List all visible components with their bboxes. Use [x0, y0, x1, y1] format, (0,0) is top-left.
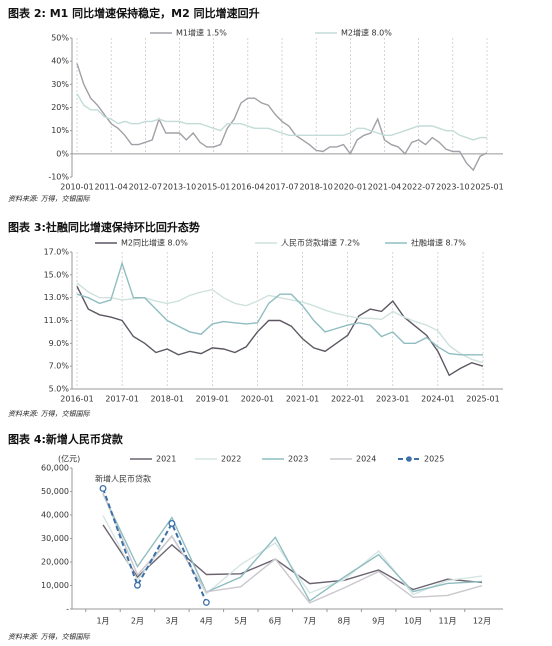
x-tick-label: 2025-01 [466, 395, 499, 404]
series-line [76, 261, 483, 356]
legend-marker [406, 456, 412, 462]
x-tick-label: 2022-01 [331, 395, 364, 404]
x-tick-label: 2010-01 [60, 183, 93, 192]
x-tick-label: 2020-01 [334, 183, 367, 192]
y-tick-label: 9.0% [49, 339, 70, 348]
point [202, 598, 210, 606]
x-tick-label: 2017-01 [105, 395, 138, 404]
y-tick-label: 13.0% [44, 293, 70, 302]
legend-label: 人民币贷款增速 7.2% [281, 238, 360, 248]
series-line [76, 93, 487, 141]
x-tick-label: 2019-01 [196, 395, 229, 404]
x-tick-label: 3月 [165, 617, 178, 626]
chart-title: 图表 3:社融同比增速保持环比回升态势 [8, 220, 200, 234]
y-tick-label: 10,000 [41, 581, 69, 590]
legend-label: 2024 [356, 455, 376, 464]
series-line [102, 488, 208, 603]
y-tick-label: 30% [51, 80, 69, 89]
chart-title: 图表 2: M1 同比增速保持稳定，M2 同比增速回升 [8, 6, 260, 20]
x-tick-label: 8月 [338, 617, 351, 626]
y-axis-label: (亿元) [58, 454, 80, 464]
x-tick-label: 4月 [200, 617, 213, 626]
x-tick-label: 2月 [131, 617, 144, 626]
y-tick-label: 50,000 [41, 487, 69, 496]
legend-label: M2同比增速 8.0% [121, 238, 188, 248]
source: 资料来源: 万得，交银国际 [8, 633, 91, 641]
y-tick-label: -10% [48, 173, 69, 182]
x-tick-label: 2020-01 [241, 395, 274, 404]
annotation: 新增人民币贷款 [95, 474, 151, 484]
y-tick-label: 10% [51, 126, 69, 135]
legend-label: 2021 [156, 455, 176, 464]
y-tick-label: 30,000 [41, 534, 69, 543]
source: 资料来源: 万得，交银国际 [8, 195, 91, 203]
x-tick-label: 10月 [404, 617, 422, 626]
x-tick-label: 1月 [96, 617, 109, 626]
x-tick-label: 2025-01 [470, 183, 503, 192]
y-tick-label: 15.0% [44, 270, 70, 279]
y-tick-label: - [66, 605, 69, 614]
series-line [102, 515, 483, 596]
y-tick-label: 50% [51, 34, 69, 43]
y-tick-label: 60,000 [41, 464, 69, 473]
y-tick-label: 40% [51, 57, 69, 66]
y-tick-label: 20% [51, 103, 69, 112]
point [134, 581, 141, 589]
y-tick-label: 11.0% [44, 316, 70, 325]
legend-label: M1增速 1.5% [176, 28, 227, 38]
y-tick-label: 5.0% [49, 385, 70, 394]
x-tick-label: 2016-04 [231, 183, 264, 192]
legend-label: 2023 [288, 455, 308, 464]
x-tick-label: 2024-01 [421, 395, 454, 404]
x-tick-label: 2018-10 [299, 183, 332, 192]
x-tick-label: 2013-10 [163, 183, 196, 192]
x-tick-label: 2017-07 [265, 183, 298, 192]
y-tick-label: 0% [56, 149, 69, 158]
x-tick-label: 2011-04 [94, 183, 127, 192]
x-tick-label: 2018-01 [151, 395, 184, 404]
x-tick-label: 2012-07 [129, 183, 162, 192]
legend-label: 2025 [424, 455, 444, 464]
x-tick-label: 7月 [303, 617, 316, 626]
x-tick-label: 12月 [473, 617, 491, 626]
y-tick-label: 20,000 [41, 558, 69, 567]
x-tick-label: 2021-04 [368, 183, 401, 192]
y-tick-label: 40,000 [41, 511, 69, 520]
series-line [102, 524, 483, 591]
x-tick-label: 2016-01 [60, 395, 93, 404]
x-tick-label: 9月 [372, 617, 385, 626]
x-tick-label: 2023-10 [436, 183, 469, 192]
x-tick-label: 2021-01 [286, 395, 319, 404]
series-line [76, 285, 484, 377]
x-tick-label: 2015-01 [197, 183, 230, 192]
y-tick-label: 7.0% [49, 362, 70, 371]
x-tick-label: 2022-07 [402, 183, 435, 192]
x-tick-label: 11月 [438, 617, 456, 626]
series-line [102, 493, 483, 602]
source: 资料来源: 万得，交银国际 [8, 410, 91, 418]
point [168, 520, 176, 527]
x-tick-label: 5月 [234, 617, 247, 626]
x-tick-label: 2023-01 [376, 395, 409, 404]
legend-label: M2增速 8.0% [341, 28, 392, 38]
y-tick-label: 17.0% [44, 248, 70, 257]
legend-label: 2022 [221, 455, 241, 464]
x-tick-label: 6月 [269, 617, 282, 626]
legend-label: 社融增速 8.7% [411, 238, 466, 248]
series-line [76, 63, 488, 172]
point [99, 484, 107, 492]
series-line [102, 493, 483, 604]
chart-title: 图表 4:新增人民币贷款 [8, 432, 124, 446]
